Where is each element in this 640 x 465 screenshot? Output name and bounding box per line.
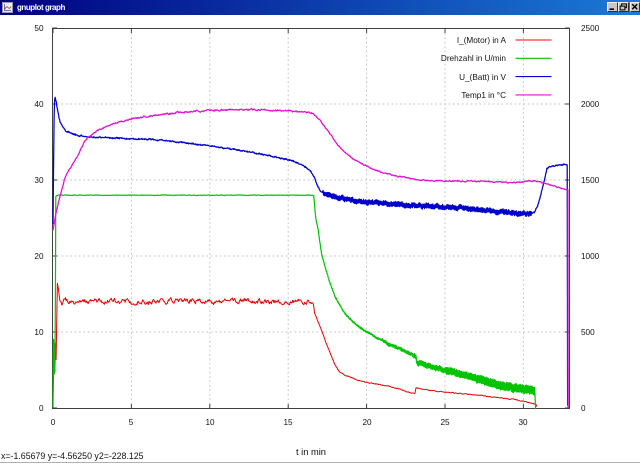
svg-text:2000: 2000	[581, 100, 600, 109]
svg-text:25: 25	[440, 418, 450, 427]
svg-text:1500: 1500	[581, 176, 600, 185]
svg-text:Temp1 in °C: Temp1 in °C	[461, 91, 506, 100]
svg-text:30: 30	[34, 176, 44, 185]
svg-text:U_(Batt) in V: U_(Batt) in V	[459, 73, 506, 82]
svg-text:10: 10	[34, 328, 44, 337]
svg-text:15: 15	[283, 418, 293, 427]
svg-text:10: 10	[205, 418, 215, 427]
svg-text:40: 40	[34, 100, 44, 109]
svg-text:500: 500	[581, 328, 595, 337]
svg-text:1000: 1000	[581, 252, 600, 261]
svg-text:30: 30	[518, 418, 528, 427]
svg-text:Drehzahl in U/min: Drehzahl in U/min	[441, 54, 507, 63]
svg-text:2500: 2500	[581, 24, 600, 33]
svg-text:x=-1.65679 y=-4.56250 y2=-228.: x=-1.65679 y=-4.56250 y2=-228.125	[1, 451, 144, 461]
svg-text:0: 0	[581, 404, 586, 413]
svg-text:0: 0	[39, 404, 44, 413]
svg-text:20: 20	[34, 252, 44, 261]
svg-text:20: 20	[362, 418, 372, 427]
svg-text:0: 0	[51, 418, 56, 427]
svg-text:I_(Motor) in A: I_(Motor) in A	[457, 36, 507, 45]
svg-text:t in min: t in min	[296, 447, 326, 457]
svg-text:50: 50	[34, 24, 44, 33]
svg-text:5: 5	[129, 418, 134, 427]
